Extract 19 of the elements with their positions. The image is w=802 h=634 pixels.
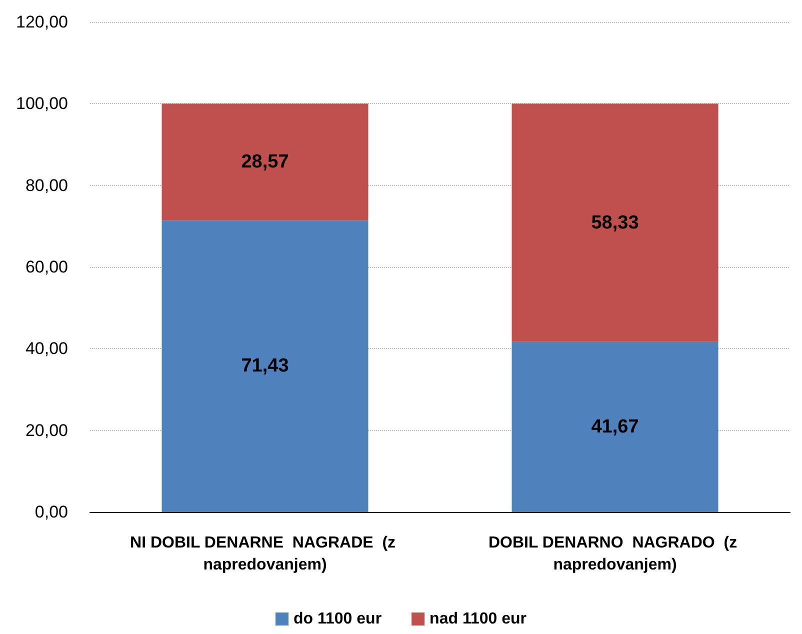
y-tick-label: 80,00: [25, 176, 68, 195]
bar: [162, 104, 368, 220]
bar: [512, 342, 718, 512]
bar: [512, 104, 718, 342]
data-label: 28,57: [241, 151, 289, 172]
x-tick-label: DOBIL DENARNO NAGRADO (z napredovanjem): [488, 534, 742, 574]
y-tick-label: 60,00: [25, 258, 68, 276]
legend-label: nad 1100 eur: [430, 610, 527, 628]
bar: [162, 220, 368, 512]
y-tick-label: 120,00: [16, 12, 68, 32]
y-tick-label: 40,00: [25, 339, 68, 358]
data-label: 71,43: [241, 356, 289, 377]
y-tick-label: 100,00: [16, 94, 68, 114]
y-tick-label: 20,00: [25, 420, 68, 440]
x-tick-label: NI DOBIL DENARNE NAGRADE (z napredovanjem): [130, 534, 400, 574]
legend-label: do 1100 eur: [294, 610, 382, 628]
data-label: 41,67: [591, 416, 639, 438]
y-tick-label: 0,00: [34, 502, 68, 522]
data-label: 58,33: [591, 212, 639, 234]
